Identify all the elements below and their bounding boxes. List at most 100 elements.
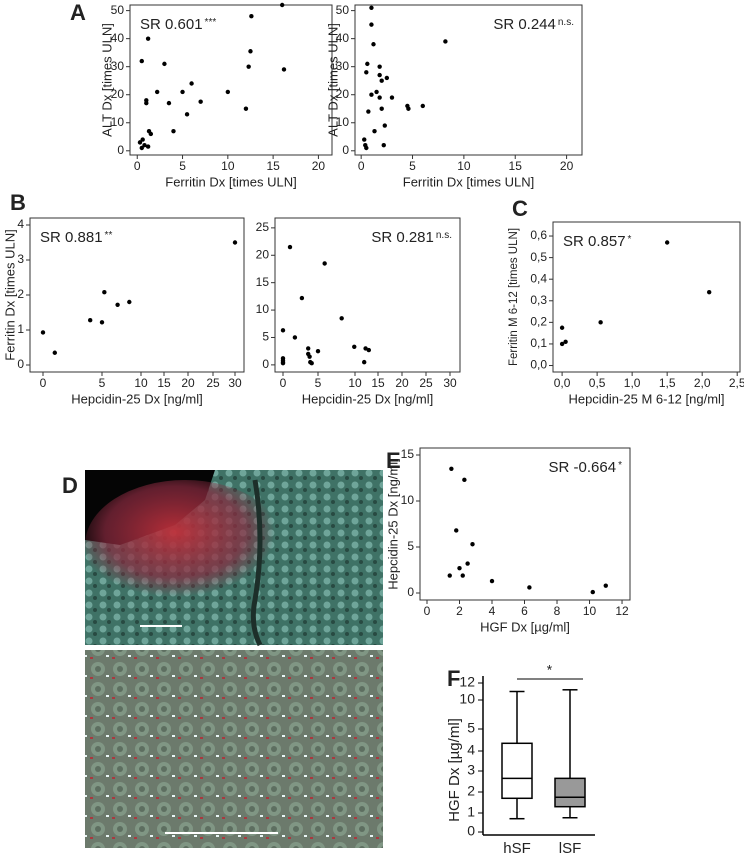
- y-tick-label: 5: [262, 330, 269, 344]
- x-tick-label: 1,0: [624, 376, 641, 390]
- x-tick-label: 20: [312, 159, 326, 173]
- x-tick-label: 20: [395, 376, 409, 390]
- y-tick-label: 20: [336, 87, 350, 101]
- x-tick-label: 15: [157, 376, 171, 390]
- point: [307, 354, 312, 359]
- point: [372, 128, 377, 134]
- x-axis-label: Hepcidin-25 Dx [ng/ml]: [71, 391, 203, 406]
- x-tick-label: 2,5: [729, 376, 744, 390]
- y-tick-label: 0: [262, 357, 269, 371]
- point: [377, 95, 382, 100]
- point: [362, 137, 367, 142]
- point: [309, 361, 314, 366]
- x-tick-label: 6: [521, 604, 528, 618]
- panel-letter: E: [386, 448, 401, 473]
- y-tick-label: 5: [407, 539, 414, 553]
- point: [443, 39, 448, 44]
- vessel: [250, 479, 263, 647]
- y-tick-label: 0,5: [530, 250, 547, 264]
- point: [389, 95, 395, 100]
- x-tick-label: 15: [509, 159, 523, 173]
- x-tick-label: 2: [456, 604, 463, 618]
- y-tick-label: 4: [17, 217, 24, 231]
- annotation-text: SR 0.857: [563, 233, 626, 250]
- point: [99, 320, 105, 325]
- y-tick-label: 2: [467, 783, 475, 799]
- point: [563, 339, 568, 344]
- x-tick-label: 10: [134, 376, 148, 390]
- y-tick-label: 0,6: [530, 228, 547, 242]
- point: [154, 89, 160, 95]
- y-tick-label: 0,3: [530, 293, 547, 307]
- y-tick-label: 30: [336, 59, 350, 73]
- y-tick-label: 0: [17, 357, 24, 371]
- y-tick-label: 30: [111, 59, 125, 73]
- point: [374, 89, 379, 95]
- point: [362, 359, 367, 365]
- image-bottom: [85, 650, 383, 848]
- y-tick-label: 15: [256, 275, 270, 289]
- point: [559, 341, 565, 347]
- point: [162, 61, 167, 67]
- point: [306, 346, 311, 351]
- box: [501, 742, 533, 800]
- point: [315, 348, 321, 354]
- plot-frame: [552, 221, 741, 373]
- y-tick-label: 3: [467, 762, 475, 778]
- y-axis-label: ALT Dx [times ULN]: [99, 23, 114, 137]
- point: [287, 244, 293, 250]
- point: [590, 589, 595, 595]
- point: [465, 561, 470, 566]
- panel-letter: D: [62, 473, 78, 498]
- point: [180, 89, 185, 95]
- y-tick-label: 10: [256, 302, 270, 316]
- point: [280, 328, 286, 333]
- y-tick-label: 12: [459, 674, 475, 690]
- point: [279, 2, 285, 8]
- y-tick-label: 0,4: [530, 271, 547, 285]
- annotation: SR 0.601 ***: [140, 16, 216, 33]
- x-tick-label: 0: [134, 159, 141, 173]
- point: [489, 578, 495, 584]
- point: [379, 78, 384, 83]
- annotation-text: SR 0.244: [493, 16, 556, 33]
- y-tick-label: 10: [336, 115, 350, 129]
- annotation-text: SR 0.281: [371, 229, 434, 246]
- x-tick-label: hSF: [503, 840, 531, 857]
- point: [140, 137, 145, 142]
- point: [598, 320, 603, 325]
- y-tick-label: 1: [17, 322, 24, 336]
- x-tick-label: 0: [424, 604, 431, 618]
- x-tick-label: 0: [280, 376, 287, 390]
- x-tick-label: 25: [419, 376, 433, 390]
- significance: *: [628, 234, 632, 245]
- y-tick-label: 40: [336, 31, 350, 45]
- point: [366, 109, 371, 114]
- annotation: SR -0.664 *: [549, 459, 623, 476]
- box: [554, 777, 586, 808]
- point: [462, 477, 467, 483]
- y-tick-label: 0,2: [530, 315, 547, 329]
- x-tick-label: 30: [443, 376, 457, 390]
- x-tick-label: 0,5: [589, 376, 606, 390]
- significance: n.s.: [436, 230, 452, 241]
- x-tick-label: 2,0: [694, 376, 711, 390]
- point: [454, 528, 459, 533]
- y-tick-label: 40: [111, 31, 125, 45]
- point: [144, 98, 149, 103]
- point: [184, 112, 190, 117]
- point: [243, 106, 249, 111]
- point: [377, 72, 382, 78]
- point: [366, 347, 371, 353]
- y-axis-label: ALT Dx [times ULN]: [325, 23, 340, 137]
- y-axis-label: Hepcidin-25 Dx [ng/ml]: [385, 458, 400, 590]
- x-tick-label: 8: [554, 604, 561, 618]
- panel-letter: A: [70, 0, 86, 25]
- y-tick-label: 20: [256, 247, 270, 261]
- point: [115, 302, 120, 307]
- point: [364, 145, 369, 151]
- y-axis-label: Ferritin M 6-12 [times ULN]: [508, 228, 520, 366]
- panel-letter: C: [512, 196, 528, 221]
- x-tick-label: 0: [40, 376, 47, 390]
- point: [142, 142, 147, 148]
